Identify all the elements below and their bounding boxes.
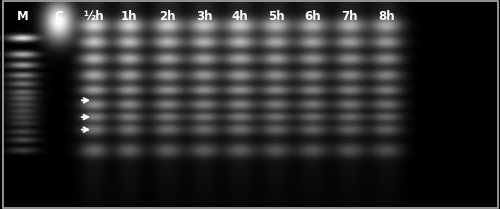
Text: 7h: 7h	[342, 10, 358, 23]
Text: 2h: 2h	[159, 10, 176, 23]
Text: C: C	[54, 10, 63, 23]
Text: ½h: ½h	[84, 10, 104, 23]
Text: M: M	[16, 10, 28, 23]
Text: 6h: 6h	[304, 10, 321, 23]
Text: 8h: 8h	[378, 10, 395, 23]
Text: 3h: 3h	[196, 10, 212, 23]
Text: 1h: 1h	[121, 10, 137, 23]
Text: 4h: 4h	[232, 10, 248, 23]
Text: 5h: 5h	[268, 10, 284, 23]
